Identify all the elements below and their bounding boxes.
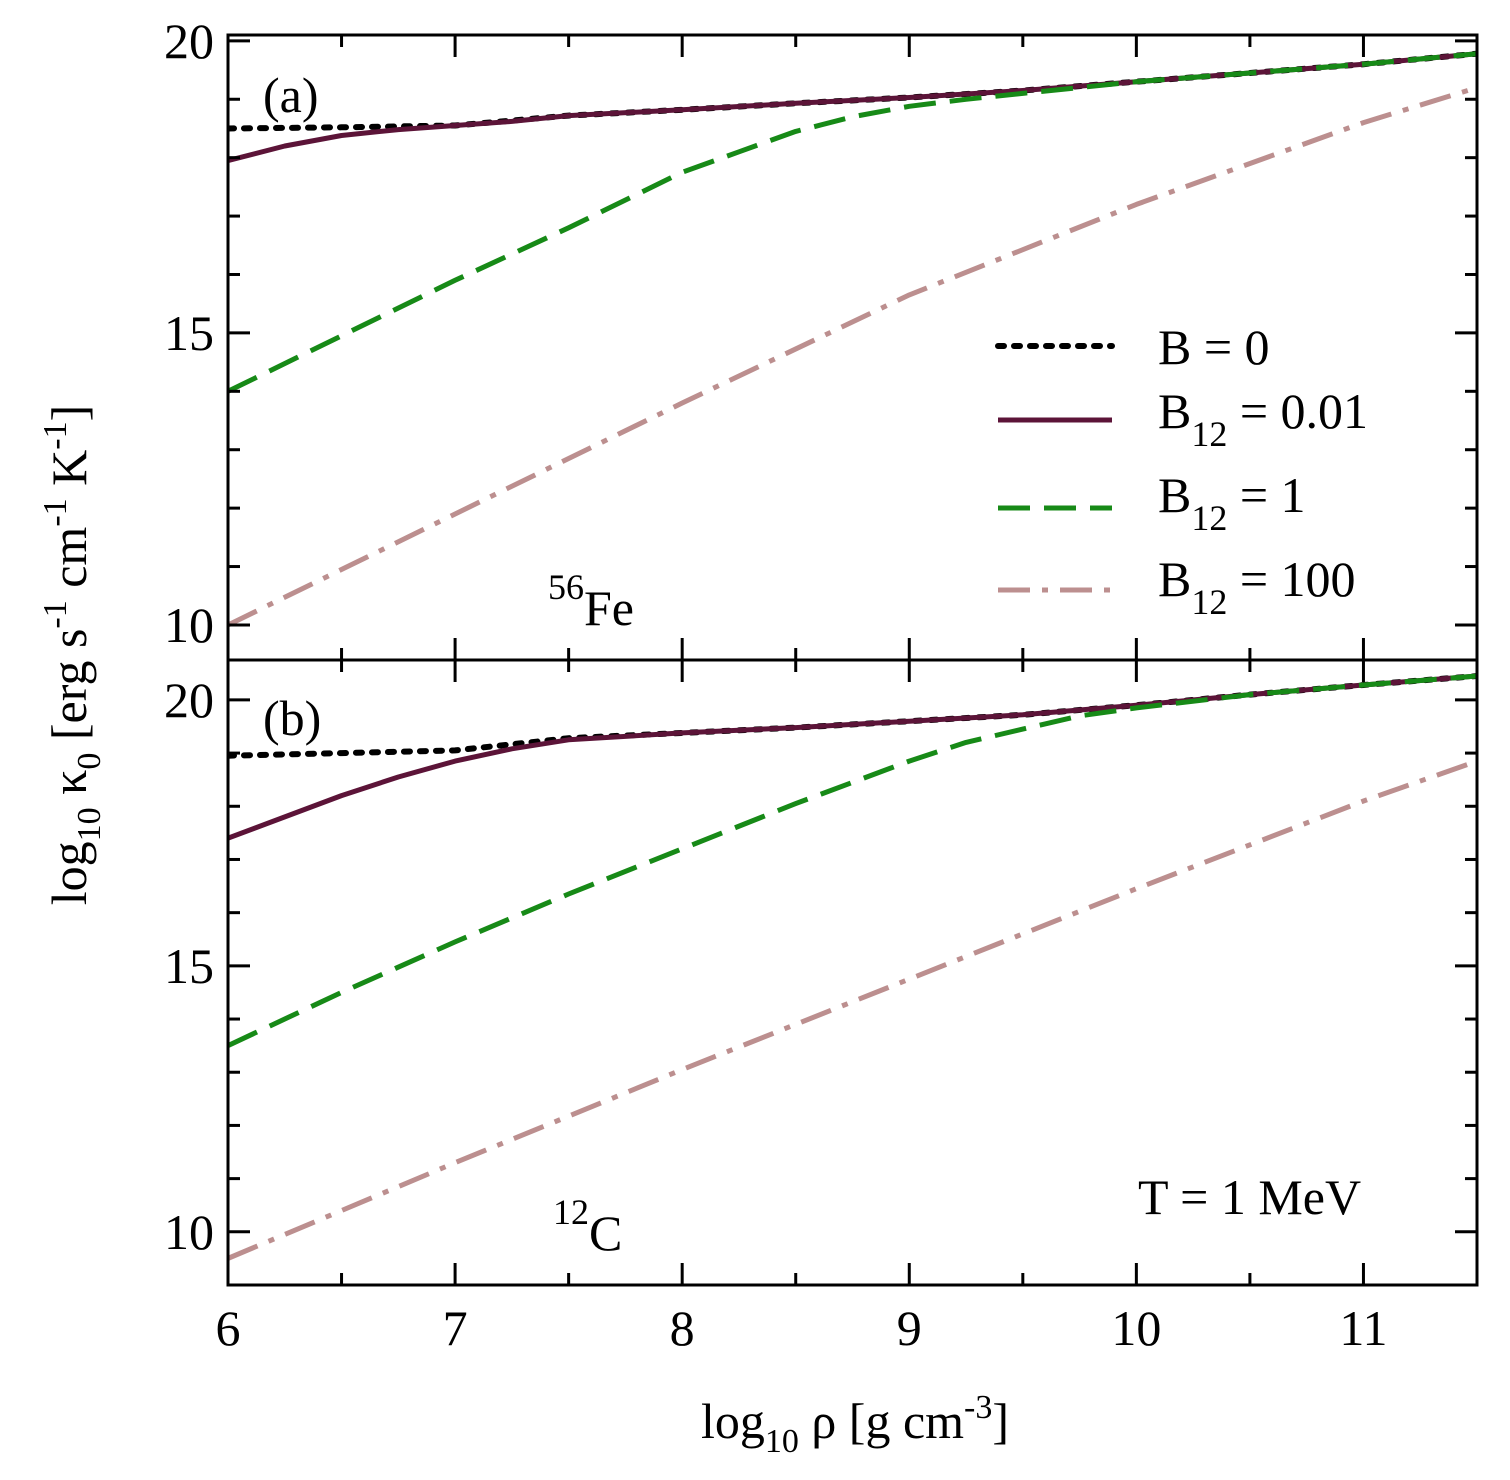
plot-frame: [226, 658, 1479, 1287]
x-axis-label: log10 ρ [g cm-3]: [701, 1389, 1009, 1460]
temperature-annotation: T = 1 MeV: [1138, 1169, 1361, 1225]
y-tick-label: 15: [164, 938, 214, 994]
y-axis-label: log10 κ0 [erg s-1 cm-1 K-1]: [37, 405, 108, 906]
legend-label-b100: B12 = 100: [1158, 551, 1356, 622]
legend: B = 0 B12 = 0.01 B12 = 1 B12 = 100: [995, 319, 1368, 622]
legend-label-b0: B = 0: [1158, 319, 1270, 375]
panel-a-label: (a): [263, 67, 319, 123]
legend-label-b001: B12 = 0.01: [1158, 383, 1368, 454]
y-tick-label: 10: [164, 1204, 214, 1260]
panel-b-label: (b): [263, 690, 321, 746]
y-tick-label: 20: [164, 672, 214, 728]
legend-label-b1: B12 = 1: [1158, 467, 1306, 538]
series-line-b12-100: [228, 85, 1477, 628]
y-tick-label: 10: [164, 597, 214, 653]
series-line-b12-0-01: [228, 673, 1477, 841]
x-tick-label: 11: [1339, 1300, 1387, 1356]
series-line-b12-100: [228, 758, 1477, 1261]
panel-b: 10 15 20: [164, 658, 1479, 1287]
series-line-b12-0-01: [228, 51, 1477, 164]
x-tick-label: 6: [216, 1300, 241, 1356]
series-line-b12-1: [228, 673, 1477, 1048]
panel-b-element: 12C: [553, 1192, 622, 1261]
series-line-b12-1: [228, 51, 1477, 394]
y-tick-label: 15: [164, 305, 214, 361]
panel-a-element: 56Fe: [548, 567, 634, 636]
x-tick-label: 7: [443, 1300, 468, 1356]
x-tick-label: 8: [670, 1300, 695, 1356]
y-tick-label: 20: [164, 13, 214, 69]
series-line-b-0: [228, 50, 1477, 132]
x-tick-label: 10: [1111, 1300, 1161, 1356]
x-tick-label: 9: [897, 1300, 922, 1356]
series-line-b-0: [228, 673, 1477, 759]
